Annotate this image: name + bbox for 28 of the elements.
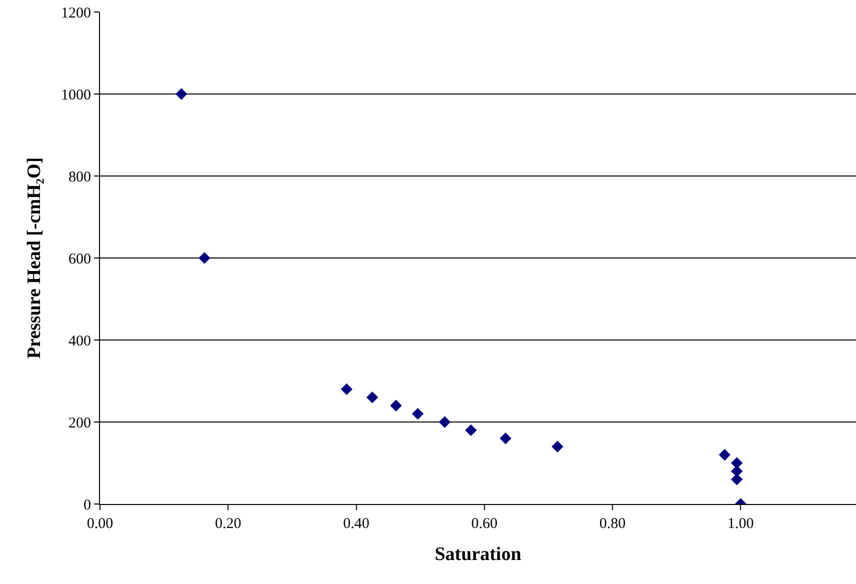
y-tick-label: 800 [68, 169, 91, 186]
x-tick-label: 0.80 [599, 516, 626, 532]
x-tick-label: 0.60 [471, 516, 498, 532]
point [500, 432, 512, 444]
point [438, 416, 451, 428]
point [176, 88, 188, 100]
point [718, 448, 731, 461]
point [552, 440, 564, 452]
point [730, 474, 743, 486]
y-tick-label: 600 [68, 251, 91, 268]
point [412, 408, 424, 420]
x-tick-label: 1.00 [728, 516, 754, 532]
x-tick-label: 0.40 [343, 516, 370, 532]
x-axis-title: Saturation [434, 544, 522, 565]
y-tick-label: 200 [68, 415, 91, 432]
x-tick-label: 0.00 [86, 516, 114, 532]
y-tick-label: 400 [68, 333, 91, 350]
y-axis-title: Pressure Head [-cmH₂O] [24, 157, 45, 359]
y-tick-label: 1000 [61, 87, 91, 104]
y-tick-label: 0 [84, 497, 91, 514]
x-tick-label: 0.20 [215, 516, 242, 532]
point [340, 383, 353, 396]
point [390, 400, 402, 412]
y-tick-label: 1200 [61, 5, 91, 22]
point [465, 424, 477, 436]
point [366, 392, 378, 404]
point [730, 457, 743, 469]
point [198, 252, 210, 264]
